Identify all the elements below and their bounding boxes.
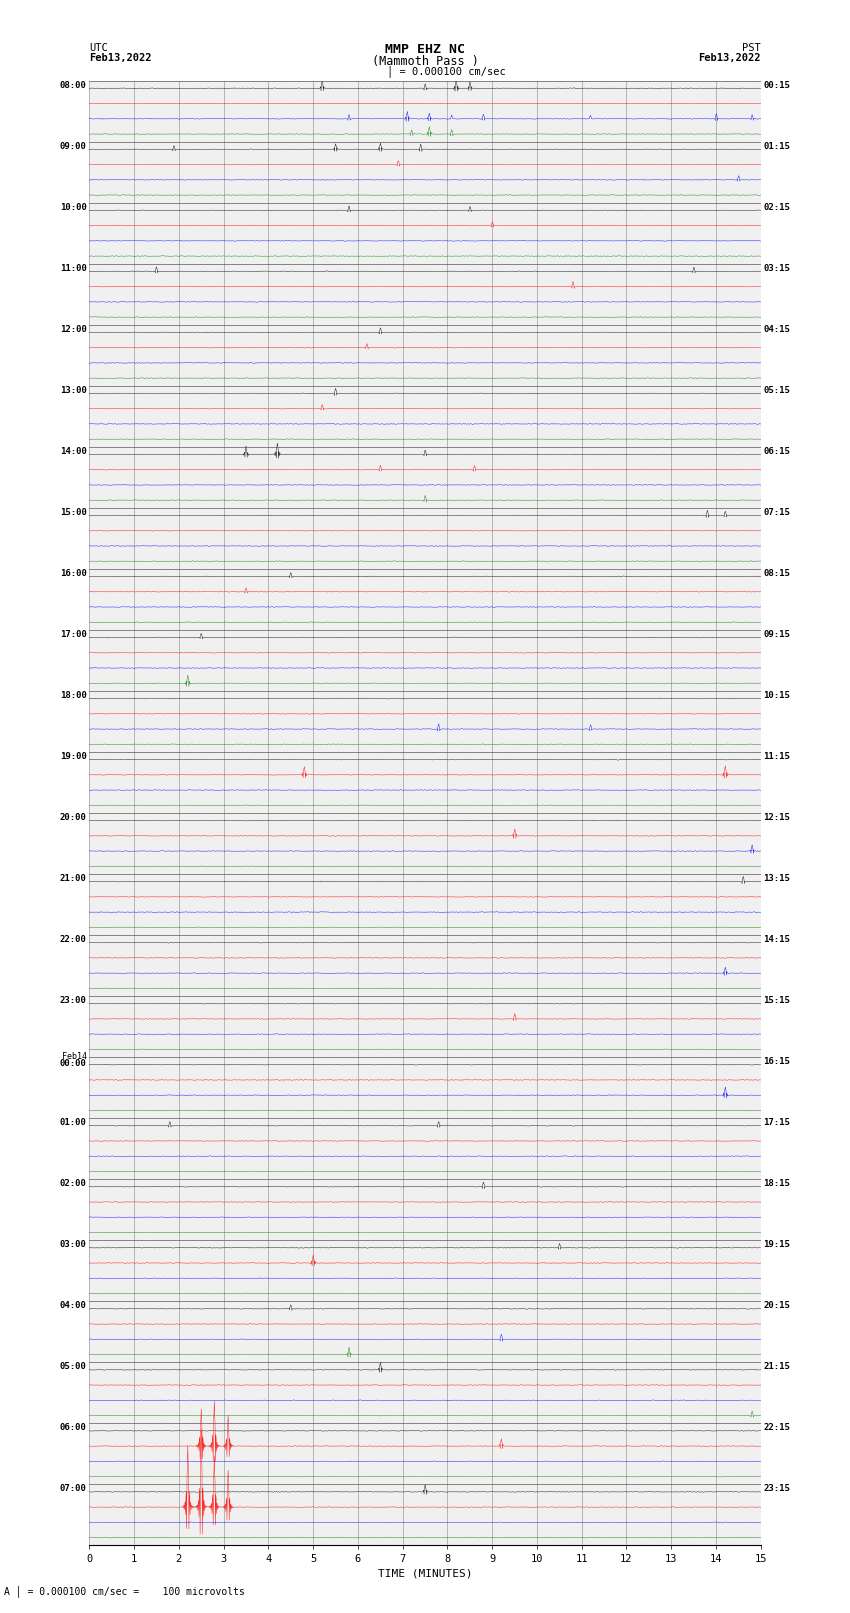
Text: 20:00: 20:00: [60, 813, 87, 823]
Text: 18:15: 18:15: [763, 1179, 791, 1189]
Text: 15:15: 15:15: [763, 995, 791, 1005]
Text: 05:15: 05:15: [763, 386, 791, 395]
Text: 16:15: 16:15: [763, 1057, 791, 1066]
Text: │ = 0.000100 cm/sec: │ = 0.000100 cm/sec: [387, 65, 506, 77]
Text: 06:15: 06:15: [763, 447, 791, 456]
Text: 09:15: 09:15: [763, 631, 791, 639]
Text: 09:00: 09:00: [60, 142, 87, 150]
Text: 10:15: 10:15: [763, 690, 791, 700]
Text: 17:00: 17:00: [60, 631, 87, 639]
Text: 00:00: 00:00: [60, 1058, 87, 1068]
Text: 17:15: 17:15: [763, 1118, 791, 1127]
Text: 18:00: 18:00: [60, 690, 87, 700]
Text: 11:15: 11:15: [763, 752, 791, 761]
Text: 22:15: 22:15: [763, 1423, 791, 1432]
Text: 08:15: 08:15: [763, 569, 791, 577]
Text: 03:15: 03:15: [763, 265, 791, 273]
Text: 20:15: 20:15: [763, 1302, 791, 1310]
Text: 04:15: 04:15: [763, 324, 791, 334]
Text: MMP EHZ NC: MMP EHZ NC: [385, 44, 465, 56]
Text: 21:00: 21:00: [60, 874, 87, 882]
Text: 15:00: 15:00: [60, 508, 87, 516]
Text: 16:00: 16:00: [60, 569, 87, 577]
Text: 12:15: 12:15: [763, 813, 791, 823]
Text: 03:00: 03:00: [60, 1240, 87, 1248]
Text: 23:00: 23:00: [60, 995, 87, 1005]
Text: 07:00: 07:00: [60, 1484, 87, 1494]
Text: Feb13,2022: Feb13,2022: [698, 53, 761, 63]
Text: Feb14: Feb14: [62, 1052, 87, 1061]
Text: 13:00: 13:00: [60, 386, 87, 395]
Text: 08:00: 08:00: [60, 81, 87, 90]
Text: UTC: UTC: [89, 44, 108, 53]
Text: 22:00: 22:00: [60, 936, 87, 944]
Text: PST: PST: [742, 44, 761, 53]
Text: 10:00: 10:00: [60, 203, 87, 211]
Text: 23:15: 23:15: [763, 1484, 791, 1494]
Text: 11:00: 11:00: [60, 265, 87, 273]
Text: 13:15: 13:15: [763, 874, 791, 882]
Text: 05:00: 05:00: [60, 1361, 87, 1371]
Text: A │ = 0.000100 cm/sec =    100 microvolts: A │ = 0.000100 cm/sec = 100 microvolts: [4, 1586, 245, 1597]
Text: 07:15: 07:15: [763, 508, 791, 516]
Text: 01:15: 01:15: [763, 142, 791, 150]
Text: Feb13,2022: Feb13,2022: [89, 53, 152, 63]
Text: 21:15: 21:15: [763, 1361, 791, 1371]
Text: 19:00: 19:00: [60, 752, 87, 761]
Text: 19:15: 19:15: [763, 1240, 791, 1248]
Text: (Mammoth Pass ): (Mammoth Pass ): [371, 55, 479, 68]
Text: 02:15: 02:15: [763, 203, 791, 211]
Text: 12:00: 12:00: [60, 324, 87, 334]
Text: 00:15: 00:15: [763, 81, 791, 90]
Text: 06:00: 06:00: [60, 1423, 87, 1432]
Text: 01:00: 01:00: [60, 1118, 87, 1127]
X-axis label: TIME (MINUTES): TIME (MINUTES): [377, 1568, 473, 1579]
Text: 02:00: 02:00: [60, 1179, 87, 1189]
Text: 14:15: 14:15: [763, 936, 791, 944]
Text: 14:00: 14:00: [60, 447, 87, 456]
Text: 04:00: 04:00: [60, 1302, 87, 1310]
